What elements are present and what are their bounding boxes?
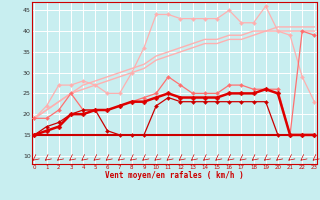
X-axis label: Vent moyen/en rafales ( km/h ): Vent moyen/en rafales ( km/h )	[105, 171, 244, 180]
